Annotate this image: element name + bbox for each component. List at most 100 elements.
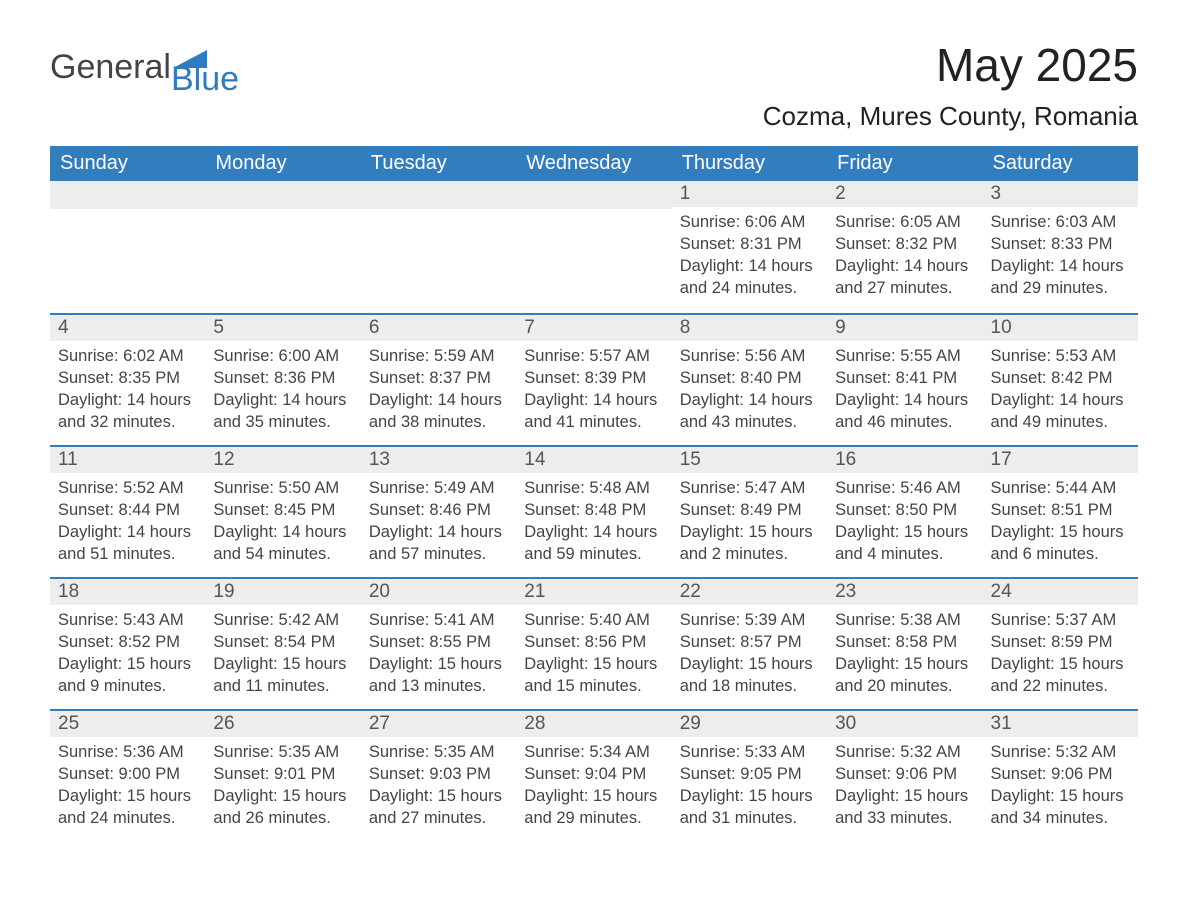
calendar-cell: 9Sunrise: 5:55 AMSunset: 8:41 PMDaylight…	[827, 313, 982, 445]
weekday-header: Saturday	[983, 146, 1138, 181]
daylight-line: Daylight: 15 hours and 33 minutes.	[835, 785, 974, 830]
day-details: Sunrise: 5:44 AMSunset: 8:51 PMDaylight:…	[983, 473, 1138, 572]
day-number-bar: 21	[516, 577, 671, 605]
daylight-line: Daylight: 15 hours and 4 minutes.	[835, 521, 974, 566]
calendar-cell: 1Sunrise: 6:06 AMSunset: 8:31 PMDaylight…	[672, 181, 827, 313]
daylight-line: Daylight: 14 hours and 51 minutes.	[58, 521, 197, 566]
daylight-line: Daylight: 14 hours and 54 minutes.	[213, 521, 352, 566]
day-details: Sunrise: 5:40 AMSunset: 8:56 PMDaylight:…	[516, 605, 671, 704]
daylight-line: Daylight: 14 hours and 29 minutes.	[991, 255, 1130, 300]
day-number-bar: 3	[983, 181, 1138, 207]
sunset-line: Sunset: 8:45 PM	[213, 499, 352, 521]
day-details: Sunrise: 5:57 AMSunset: 8:39 PMDaylight:…	[516, 341, 671, 440]
daylight-line: Daylight: 14 hours and 41 minutes.	[524, 389, 663, 434]
calendar-cell: 3 Sunrise: 6:03 AMSunset: 8:33 PMDaylight…	[983, 181, 1138, 313]
sunset-line: Sunset: 9:05 PM	[680, 763, 819, 785]
weekday-header: Wednesday	[516, 146, 671, 181]
sunrise-line: Sunrise: 5:55 AM	[835, 345, 974, 367]
sunrise-line: Sunrise: 5:52 AM	[58, 477, 197, 499]
calendar-cell: 20Sunrise: 5:41 AMSunset: 8:55 PMDayligh…	[361, 577, 516, 709]
day-number-bar: 2	[827, 181, 982, 207]
sunrise-line: Sunrise: 5:32 AM	[991, 741, 1130, 763]
day-details: Sunrise: 5:49 AMSunset: 8:46 PMDaylight:…	[361, 473, 516, 572]
calendar-cell: 21Sunrise: 5:40 AMSunset: 8:56 PMDayligh…	[516, 577, 671, 709]
month-title: May 2025	[763, 40, 1138, 91]
sunrise-line: Sunrise: 5:40 AM	[524, 609, 663, 631]
day-number-bar: 8	[672, 313, 827, 341]
sunrise-line: Sunrise: 5:47 AM	[680, 477, 819, 499]
daylight-line: Daylight: 15 hours and 22 minutes.	[991, 653, 1130, 698]
sunrise-line: Sunrise: 5:39 AM	[680, 609, 819, 631]
calendar-week: 18Sunrise: 5:43 AMSunset: 8:52 PMDayligh…	[50, 577, 1138, 709]
calendar-cell: 4Sunrise: 6:02 AMSunset: 8:35 PMDaylight…	[50, 313, 205, 445]
calendar-cell: 18Sunrise: 5:43 AMSunset: 8:52 PMDayligh…	[50, 577, 205, 709]
sunrise-line: Sunrise: 5:36 AM	[58, 741, 197, 763]
calendar-cell: 12Sunrise: 5:50 AMSunset: 8:45 PMDayligh…	[205, 445, 360, 577]
brand-logo: General Blue	[50, 40, 239, 96]
sunrise-line: Sunrise: 5:34 AM	[524, 741, 663, 763]
sunset-line: Sunset: 8:35 PM	[58, 367, 197, 389]
sunrise-line: Sunrise: 5:46 AM	[835, 477, 974, 499]
daylight-line: Daylight: 14 hours and 35 minutes.	[213, 389, 352, 434]
calendar-cell: 6Sunrise: 5:59 AMSunset: 8:37 PMDaylight…	[361, 313, 516, 445]
calendar-cell: 24Sunrise: 5:37 AMSunset: 8:59 PMDayligh…	[983, 577, 1138, 709]
sunset-line: Sunset: 8:31 PM	[680, 233, 819, 255]
day-details: Sunrise: 5:35 AMSunset: 9:03 PMDaylight:…	[361, 737, 516, 836]
day-number-bar: 26	[205, 709, 360, 737]
calendar-table: SundayMondayTuesdayWednesdayThursdayFrid…	[50, 146, 1138, 841]
day-details: Sunrise: 5:43 AMSunset: 8:52 PMDaylight:…	[50, 605, 205, 704]
day-details: Sunrise: 5:36 AMSunset: 9:00 PMDaylight:…	[50, 737, 205, 836]
title-block: May 2025 Cozma, Mures County, Romania	[763, 40, 1138, 132]
sunset-line: Sunset: 9:01 PM	[213, 763, 352, 785]
brand-word2: Blue	[171, 62, 239, 96]
daylight-line: Daylight: 14 hours and 32 minutes.	[58, 389, 197, 434]
calendar-cell: 27Sunrise: 5:35 AMSunset: 9:03 PMDayligh…	[361, 709, 516, 841]
sunrise-line: Sunrise: 6:03 AM	[991, 211, 1130, 233]
day-number-bar-empty	[50, 181, 205, 209]
day-details: Sunrise: 5:33 AMSunset: 9:05 PMDaylight:…	[672, 737, 827, 836]
daylight-line: Daylight: 15 hours and 18 minutes.	[680, 653, 819, 698]
day-number-bar: 10	[983, 313, 1138, 341]
sunset-line: Sunset: 8:33 PM	[991, 233, 1130, 255]
weekday-header: Tuesday	[361, 146, 516, 181]
sunset-line: Sunset: 9:00 PM	[58, 763, 197, 785]
calendar-body: 1Sunrise: 6:06 AMSunset: 8:31 PMDaylight…	[50, 181, 1138, 841]
sunrise-line: Sunrise: 5:44 AM	[991, 477, 1130, 499]
day-number-bar: 17	[983, 445, 1138, 473]
calendar-head: SundayMondayTuesdayWednesdayThursdayFrid…	[50, 146, 1138, 181]
day-number-bar: 11	[50, 445, 205, 473]
day-number-bar: 13	[361, 445, 516, 473]
sunrise-line: Sunrise: 5:43 AM	[58, 609, 197, 631]
daylight-line: Daylight: 15 hours and 11 minutes.	[213, 653, 352, 698]
day-number-bar-empty	[516, 181, 671, 209]
sunset-line: Sunset: 8:49 PM	[680, 499, 819, 521]
sunset-line: Sunset: 8:41 PM	[835, 367, 974, 389]
sunset-line: Sunset: 8:42 PM	[991, 367, 1130, 389]
header: General Blue May 2025 Cozma, Mures Count…	[50, 40, 1138, 132]
calendar-cell	[361, 181, 516, 313]
calendar-cell: 7Sunrise: 5:57 AMSunset: 8:39 PMDaylight…	[516, 313, 671, 445]
day-details: Sunrise: 5:34 AMSunset: 9:04 PMDaylight:…	[516, 737, 671, 836]
sunset-line: Sunset: 9:06 PM	[835, 763, 974, 785]
sunset-line: Sunset: 8:56 PM	[524, 631, 663, 653]
sunrise-line: Sunrise: 5:35 AM	[213, 741, 352, 763]
calendar-cell: 25Sunrise: 5:36 AMSunset: 9:00 PMDayligh…	[50, 709, 205, 841]
calendar-cell: 15Sunrise: 5:47 AMSunset: 8:49 PMDayligh…	[672, 445, 827, 577]
day-details: Sunrise: 5:32 AMSunset: 9:06 PMDaylight:…	[983, 737, 1138, 836]
day-number-bar: 6	[361, 313, 516, 341]
day-number-bar: 20	[361, 577, 516, 605]
day-number-bar: 18	[50, 577, 205, 605]
sunset-line: Sunset: 8:51 PM	[991, 499, 1130, 521]
sunset-line: Sunset: 9:06 PM	[991, 763, 1130, 785]
day-details: Sunrise: 5:55 AMSunset: 8:41 PMDaylight:…	[827, 341, 982, 440]
day-number-bar: 14	[516, 445, 671, 473]
sunrise-line: Sunrise: 5:41 AM	[369, 609, 508, 631]
sunrise-line: Sunrise: 5:49 AM	[369, 477, 508, 499]
day-details: Sunrise: 5:53 AMSunset: 8:42 PMDaylight:…	[983, 341, 1138, 440]
sunset-line: Sunset: 9:03 PM	[369, 763, 508, 785]
calendar-cell: 10Sunrise: 5:53 AMSunset: 8:42 PMDayligh…	[983, 313, 1138, 445]
calendar-cell: 22Sunrise: 5:39 AMSunset: 8:57 PMDayligh…	[672, 577, 827, 709]
sunset-line: Sunset: 8:32 PM	[835, 233, 974, 255]
daylight-line: Daylight: 14 hours and 38 minutes.	[369, 389, 508, 434]
daylight-line: Daylight: 14 hours and 46 minutes.	[835, 389, 974, 434]
